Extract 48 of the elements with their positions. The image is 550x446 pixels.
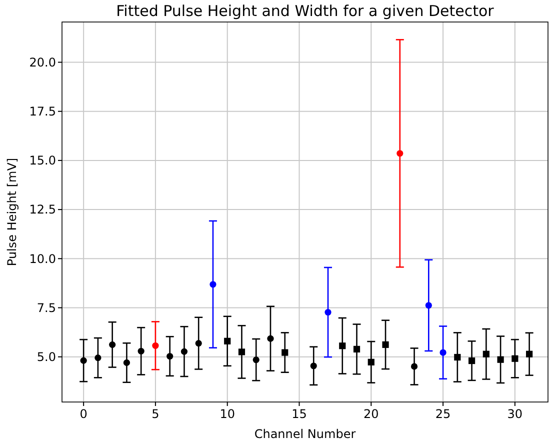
point <box>195 340 202 347</box>
point <box>94 354 102 362</box>
point <box>497 356 504 363</box>
point <box>224 338 231 344</box>
point <box>440 349 446 356</box>
point <box>310 362 317 370</box>
point <box>339 342 346 350</box>
y-tick-label: 20.0 <box>29 55 56 70</box>
point <box>454 354 461 361</box>
point <box>382 341 389 348</box>
x-axis-title: Channel Number <box>254 427 356 441</box>
x-tick-label: 15 <box>292 407 307 421</box>
point <box>166 352 174 360</box>
point <box>396 150 404 157</box>
point <box>482 350 490 358</box>
y-tick-label: 10.0 <box>29 252 56 266</box>
point <box>468 357 476 364</box>
x-tick-label: 5 <box>152 407 160 421</box>
point <box>368 358 374 366</box>
point <box>324 308 332 316</box>
point <box>123 359 130 366</box>
y-tick-label: 15.0 <box>29 154 56 168</box>
point <box>252 356 260 364</box>
point <box>138 348 144 354</box>
y-tick-label: 12.5 <box>29 202 56 217</box>
y-axis-title: Pulse Height [mV] <box>5 158 19 266</box>
x-tick-label: 10 <box>220 407 235 421</box>
point <box>109 341 116 348</box>
point <box>425 302 432 309</box>
point <box>353 346 360 352</box>
chart-title: Fitted Pulse Height and Width for a given Detector <box>116 2 495 20</box>
x-tick-label: 20 <box>364 407 379 421</box>
point <box>267 335 274 342</box>
point <box>282 349 288 356</box>
point <box>210 281 216 288</box>
point <box>410 363 418 370</box>
point <box>512 355 518 362</box>
y-tick-label: 5.0 <box>36 350 56 364</box>
point <box>80 357 87 364</box>
x-tick-label: 25 <box>435 407 451 421</box>
x-tick-label: 30 <box>507 407 523 421</box>
y-tick-label: 7.5 <box>36 300 56 315</box>
point <box>152 342 159 349</box>
y-tick-label: 17.5 <box>29 104 56 119</box>
point <box>180 348 188 355</box>
point <box>526 350 533 358</box>
x-tick-label: 0 <box>80 407 88 421</box>
point <box>238 348 246 356</box>
